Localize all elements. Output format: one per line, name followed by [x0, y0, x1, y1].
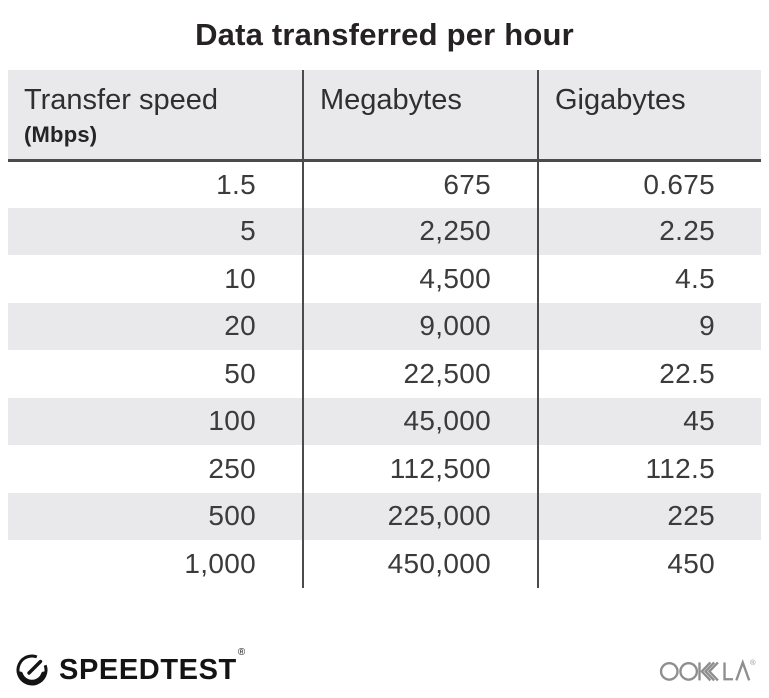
cell-megabytes: 9,000 — [302, 302, 538, 350]
cell-gigabytes: 0.675 — [537, 160, 761, 208]
table-row: 1.5 675 0.675 — [8, 160, 761, 208]
speedtest-logo: SPEEDTEST® — [14, 647, 245, 688]
cell-gigabytes: 22.5 — [537, 350, 761, 398]
table-row: 1,000 450,000 450 — [8, 540, 761, 588]
cell-megabytes: 45,000 — [302, 397, 538, 445]
cell-megabytes: 112,500 — [302, 445, 538, 493]
speedtest-wordmark: SPEEDTEST® — [59, 647, 245, 687]
cell-speed: 10 — [224, 262, 256, 294]
header-cell-gigabytes: Gigabytes — [537, 70, 761, 162]
cell-megabytes: 22,500 — [302, 350, 538, 398]
cell-gigabytes: 4.5 — [537, 255, 761, 303]
cell-speed: 1.5 — [216, 168, 256, 200]
table-row: 20 9,000 9 — [8, 302, 761, 350]
table-row: 250 112,500 112.5 — [8, 445, 761, 493]
header-cell-megabytes: Megabytes — [302, 70, 538, 162]
cell-gigabytes: 112.5 — [537, 445, 761, 493]
cell-speed: 250 — [208, 452, 256, 484]
table-row: 50 22,500 22.5 — [8, 350, 761, 398]
cell-speed: 500 — [8, 492, 303, 540]
header-cell-transfer-speed: Transfer speed (Mbps) — [8, 70, 303, 162]
registered-mark: ® — [237, 646, 246, 658]
cell-speed: 5 — [8, 207, 303, 255]
ookla-wordmark-icon: ® — [658, 653, 758, 687]
cell-gigabytes: 2.25 — [537, 207, 761, 255]
cell-megabytes: 4,500 — [302, 255, 538, 303]
ookla-logo: ® — [658, 653, 758, 687]
cell-speed: 1,000 — [184, 547, 256, 579]
cell-gigabytes: 450 — [537, 540, 761, 588]
footer: SPEEDTEST® ® — [14, 647, 758, 690]
cell-speed: 20 — [8, 302, 303, 350]
speedometer-gauge-icon — [14, 652, 50, 688]
header-label: Megabytes — [320, 84, 462, 116]
speedtest-text: SPEEDTEST — [59, 653, 237, 686]
header-row: Transfer speed (Mbps) Megabytes Gigabyte… — [8, 70, 761, 162]
data-table: Transfer speed (Mbps) Megabytes Gigabyte… — [8, 70, 761, 588]
cell-gigabytes: 9 — [537, 302, 761, 350]
cell-gigabytes: 45 — [537, 397, 761, 445]
header-label: Gigabytes — [555, 84, 686, 116]
svg-text:®: ® — [750, 658, 756, 667]
cell-megabytes: 2,250 — [302, 207, 538, 255]
cell-speed: 100 — [8, 397, 303, 445]
table-row: 10 4,500 4.5 — [8, 255, 761, 303]
cell-speed: 50 — [224, 357, 256, 389]
cell-gigabytes: 225 — [537, 492, 761, 540]
cell-megabytes: 675 — [302, 160, 538, 208]
table-row: 500 225,000 225 — [8, 492, 761, 540]
header-label: Transfer speed — [24, 84, 218, 116]
header-sublabel-mbps: (Mbps) — [24, 122, 98, 147]
page-title: Data transferred per hour — [195, 17, 574, 52]
cell-megabytes: 225,000 — [302, 492, 538, 540]
table-row: 100 45,000 45 — [8, 397, 761, 445]
cell-megabytes: 450,000 — [302, 540, 538, 588]
table-row: 5 2,250 2.25 — [8, 207, 761, 255]
